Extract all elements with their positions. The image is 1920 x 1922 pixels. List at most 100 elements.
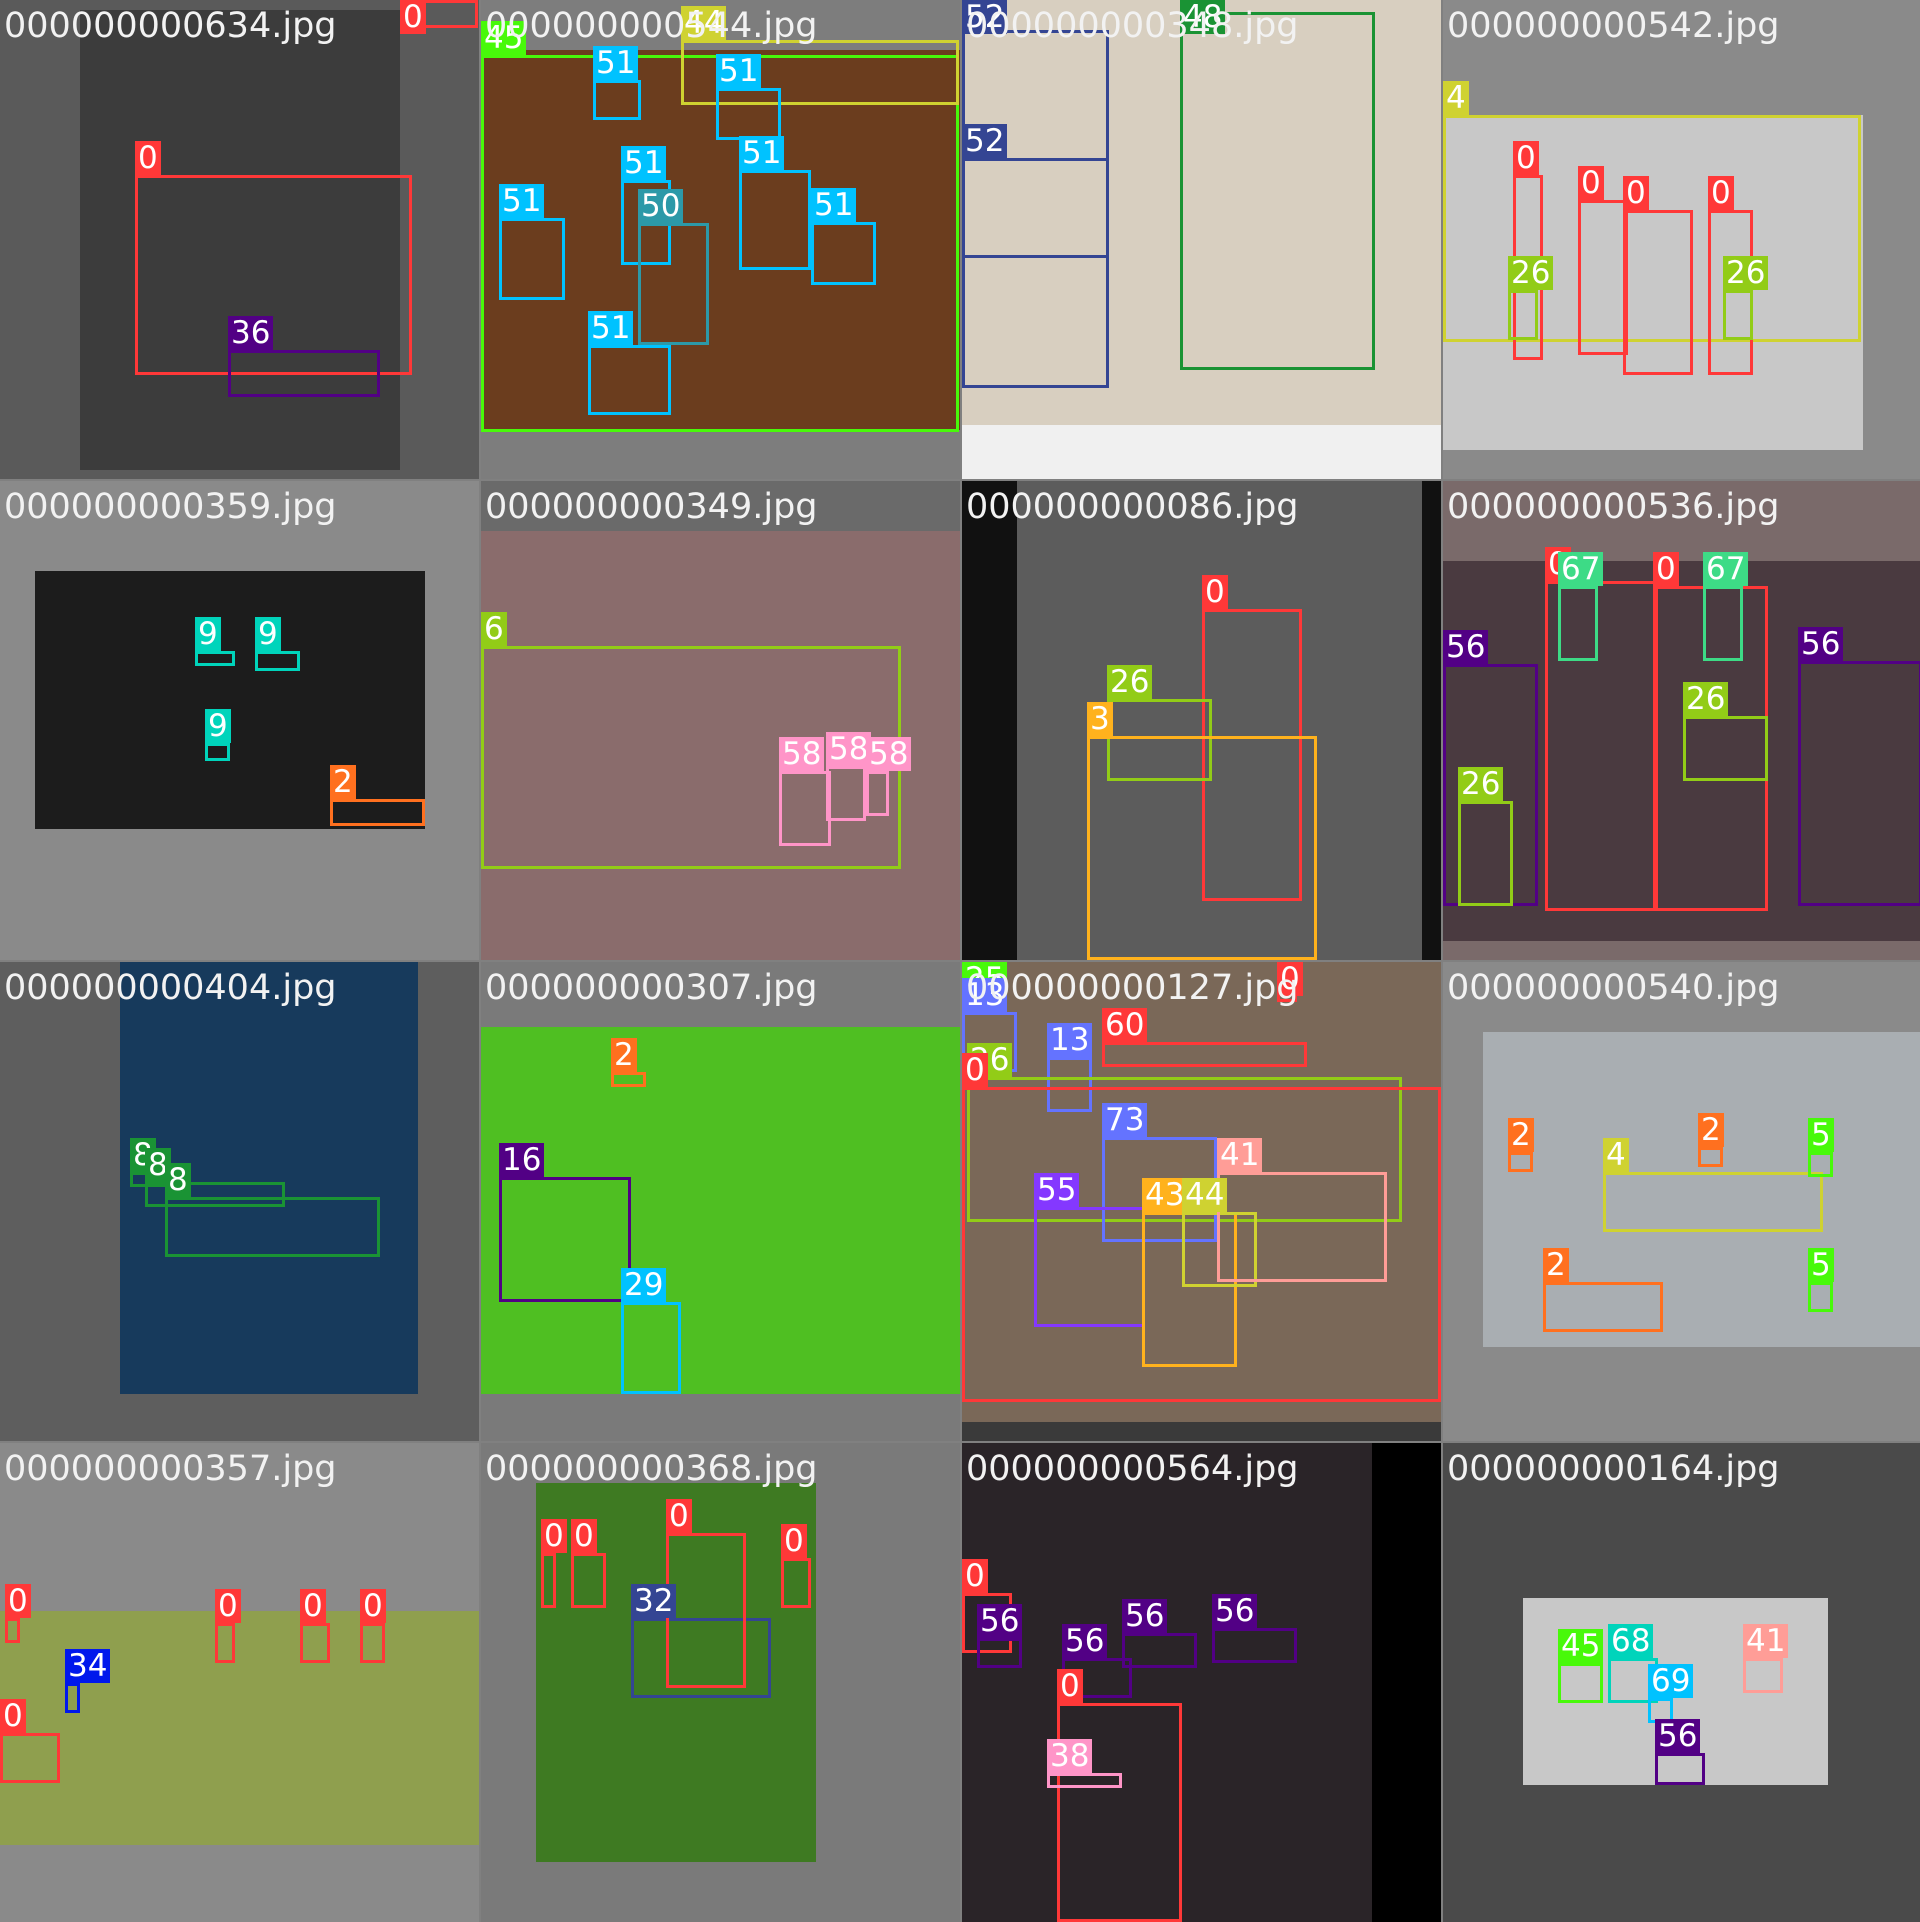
photo-region — [35, 571, 425, 829]
image-filename: 000000000357.jpg — [4, 1449, 337, 1489]
class-label: 9 — [195, 617, 221, 651]
image-filename: 000000000127.jpg — [966, 968, 1299, 1008]
bounding-box — [866, 771, 889, 816]
bounding-box — [681, 40, 959, 105]
class-label: 56 — [1798, 627, 1844, 661]
class-label: 48 — [1180, 0, 1226, 34]
bounding-box — [499, 218, 565, 300]
bounding-box — [65, 1683, 80, 1713]
bounding-box — [779, 771, 831, 846]
bounding-box — [1508, 290, 1538, 340]
class-label: 0 — [571, 1519, 597, 1553]
class-label: 52 — [962, 0, 1008, 34]
class-label: 0 — [5, 1584, 31, 1618]
class-label: 0 — [300, 1589, 326, 1623]
class-label: 38 — [1047, 1739, 1093, 1773]
bounding-box — [195, 651, 235, 666]
bounding-box — [611, 1072, 646, 1087]
class-label: 0 — [1653, 552, 1679, 586]
bounding-box — [666, 1533, 746, 1688]
class-label: 51 — [739, 136, 785, 170]
bounding-box — [1543, 1282, 1663, 1332]
bounding-box — [1808, 1152, 1833, 1177]
image-filename: 000000000368.jpg — [485, 1449, 818, 1489]
mosaic-tile: 2 16 29 000000000307.jpg — [481, 962, 960, 1441]
class-label: 0 — [400, 0, 426, 34]
class-label: 44 — [1182, 1178, 1228, 1212]
image-filename: 000000000536.jpg — [1447, 487, 1780, 527]
photo-region — [0, 1611, 479, 1845]
bounding-box — [1034, 1207, 1145, 1327]
bounding-box — [1703, 586, 1743, 661]
class-label: 60 — [1102, 1008, 1148, 1042]
bounding-box — [1808, 1282, 1833, 1312]
mosaic-tile: 4 0 0 0 0 26 26 000000000542.jpg — [1443, 0, 1920, 479]
bounding-box — [781, 1558, 811, 1608]
bounding-box — [1508, 1152, 1533, 1172]
photo-region — [1017, 481, 1422, 960]
bounding-box — [739, 170, 811, 270]
image-filename: 000000000404.jpg — [4, 968, 337, 1008]
mosaic-tile: 2513136026073554344410000000000127.jpg — [962, 962, 1441, 1441]
bounding-box — [571, 1553, 606, 1608]
class-label: 9 — [255, 617, 281, 651]
class-label: 0 — [1277, 962, 1303, 996]
mosaic-tile: 9 9 9 2 000000000359.jpg — [0, 481, 479, 960]
class-label: 0 — [1057, 1669, 1083, 1703]
bounding-box — [1798, 661, 1920, 906]
mosaic-tile: 0 56 56 56 56 0 38 000000000564.jpg — [962, 1443, 1441, 1922]
image-filename: 000000000164.jpg — [1447, 1449, 1780, 1489]
class-label: 41 — [1743, 1624, 1789, 1658]
class-label: 44 — [681, 6, 727, 40]
class-label: 45 — [481, 21, 527, 55]
bounding-box — [826, 766, 866, 821]
class-label: 73 — [1102, 1103, 1148, 1137]
class-label: 56 — [1122, 1599, 1168, 1633]
class-label: 0 — [0, 1699, 26, 1733]
class-label: 3 — [1087, 702, 1113, 736]
class-label: 4 — [1603, 1138, 1629, 1172]
bounding-box — [165, 1197, 380, 1257]
class-label: 2 — [1543, 1248, 1569, 1282]
class-label: 0 — [1623, 176, 1649, 210]
class-label: 52 — [962, 124, 1008, 158]
bounding-box — [215, 1623, 235, 1663]
bounding-box — [716, 88, 781, 140]
bounding-box — [1603, 1172, 1823, 1232]
class-label: 36 — [228, 316, 274, 350]
class-label: 8 — [165, 1163, 191, 1197]
class-label: 0 — [1708, 176, 1734, 210]
bounding-box — [1102, 1042, 1307, 1067]
class-label: 0 — [215, 1589, 241, 1623]
class-label: 2 — [1698, 1113, 1724, 1147]
mosaic-tile: 0 0 0 0 34 0 000000000357.jpg — [0, 1443, 479, 1922]
mosaic-tile: 45 44 51 51 51 51 51 51 50 51 000000000544.jpg — [481, 0, 960, 479]
class-label: 56 — [1443, 630, 1489, 664]
class-label: 26 — [1723, 256, 1769, 290]
image-filename: 000000000542.jpg — [1447, 6, 1780, 46]
image-filename: 000000000348.jpg — [966, 6, 1299, 46]
bounding-box — [1057, 1703, 1182, 1922]
mosaic-tile: 8 8 8 000000000404.jpg — [0, 962, 479, 1441]
class-label: 51 — [716, 54, 762, 88]
bounding-box — [1683, 716, 1768, 781]
class-label: 56 — [1212, 1594, 1258, 1628]
class-label: 51 — [593, 46, 639, 80]
bounding-box — [360, 1623, 385, 1663]
class-label: 67 — [1703, 552, 1749, 586]
class-label: 58 — [826, 732, 872, 766]
bounding-box — [588, 345, 671, 415]
photo-region — [1443, 561, 1920, 941]
class-label: 5 — [1808, 1248, 1834, 1282]
photo-region — [1483, 1032, 1920, 1347]
class-label: 26 — [1683, 682, 1729, 716]
bounding-box — [1578, 200, 1628, 355]
class-label: 13 — [1047, 1023, 1093, 1057]
bounding-box — [1443, 115, 1861, 342]
class-label: 13 — [962, 978, 1008, 1012]
bounding-box — [300, 1623, 330, 1663]
bounding-box — [0, 1733, 60, 1783]
class-label: 29 — [621, 1268, 667, 1302]
class-label: 51 — [588, 311, 634, 345]
